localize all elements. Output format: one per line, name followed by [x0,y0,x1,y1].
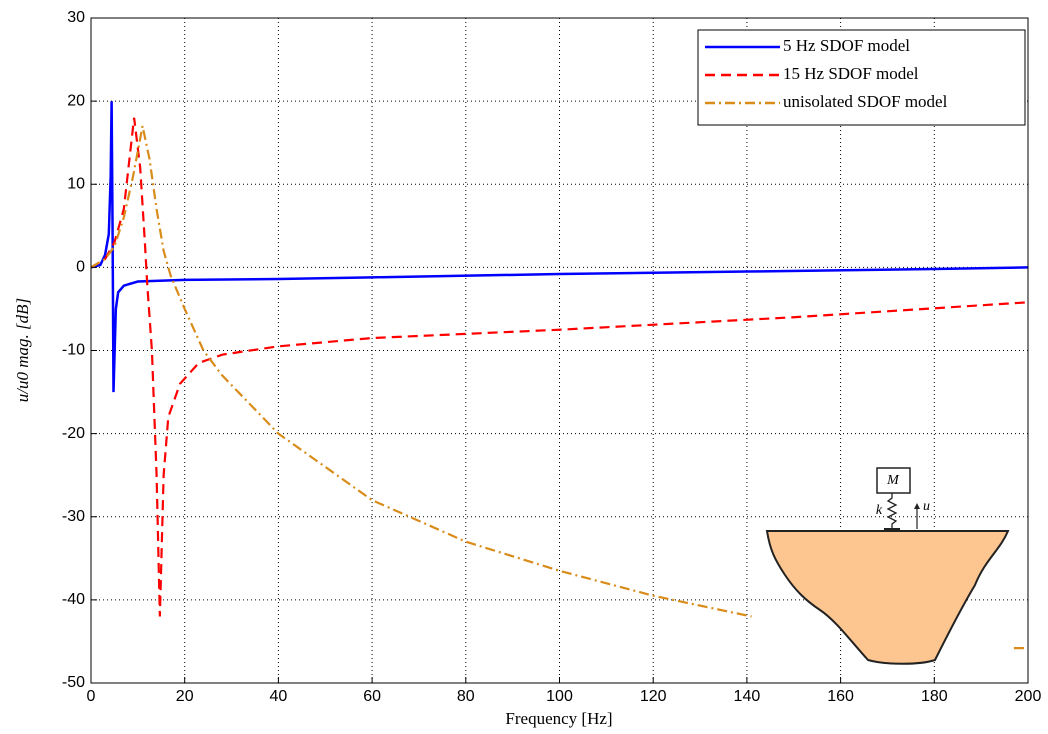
x-tick-label: 120 [640,688,667,705]
y-tick-label: 20 [67,92,85,109]
y-tick-label: -20 [62,425,85,442]
u-label: u [923,499,930,514]
grid [90,17,1029,684]
x-tick-label: 0 [87,688,96,705]
y-tick-label: 10 [67,175,85,192]
y-tick-label: -30 [62,508,85,525]
x-tick-label: 80 [457,688,475,705]
y-tick-label: -50 [62,674,85,691]
soil [765,530,1010,665]
series-line [90,101,1029,393]
x-axis-label: Frequency [Hz] [505,709,612,728]
spring [886,493,898,529]
lines [90,101,1029,650]
y-tick-label: 0 [76,259,85,276]
x-tick-label: 140 [734,688,761,705]
inset-diagram: M k u [765,467,1010,665]
legend-label: 15 Hz SDOF model [783,64,919,83]
y-axis-label: u/u0 mag. [dB] [13,298,32,402]
y-tick-label: 30 [67,9,85,26]
x-tick-label: 100 [546,688,573,705]
x-tick-label: 40 [270,688,288,705]
x-tick-label: 180 [921,688,948,705]
mass-label: M [886,473,900,488]
spring-label: k [876,503,883,518]
series-line [90,125,1028,650]
y-tick-label: -40 [62,591,85,608]
x-tick-label: 160 [827,688,854,705]
mass-box [876,467,911,494]
legend-label: 5 Hz SDOF model [783,36,910,55]
x-tick-label: 20 [176,688,194,705]
legend: 5 Hz SDOF model 15 Hz SDOF model unisolate… [697,29,1026,126]
legend-label: unisolated SDOF model [783,92,948,111]
x-tick-label: 200 [1015,688,1042,705]
x-tick-label: 60 [363,688,381,705]
axes: 0 20 40 60 80 100 120 140 160 180 200-50-40-30-20-… [62,9,1042,705]
u-arrowhead [914,503,920,509]
y-tick-label: -10 [62,342,85,359]
